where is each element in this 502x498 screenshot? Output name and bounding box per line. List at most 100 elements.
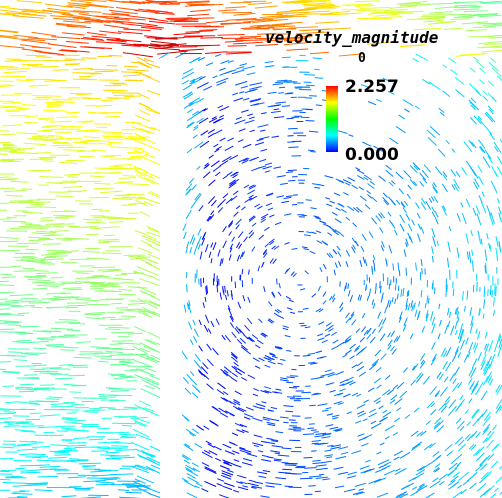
vector-glyph [20, 425, 45, 427]
vector-glyph [439, 386, 448, 397]
vector-glyph [440, 347, 446, 357]
vector-glyph [104, 277, 123, 280]
vector-glyph [198, 319, 202, 326]
vector-glyph [455, 89, 465, 98]
vector-glyph [310, 207, 317, 210]
vector-glyph [310, 151, 316, 153]
vector-glyph [422, 177, 428, 184]
vector-glyph [131, 466, 150, 474]
vector-glyph [382, 389, 391, 396]
vector-glyph [97, 268, 121, 271]
vector-glyph [254, 141, 265, 146]
vector-glyph [468, 139, 475, 147]
vector-glyph [308, 475, 322, 478]
vector-glyph [258, 475, 267, 479]
vector-glyph [110, 331, 134, 334]
vector-glyph [94, 167, 114, 170]
vector-glyph [226, 17, 257, 21]
vector-glyph [396, 491, 408, 498]
vector-glyph [484, 149, 492, 160]
vector-glyph [361, 442, 369, 447]
vector-glyph [13, 359, 28, 361]
vector-glyph [22, 267, 36, 270]
vector-glyph [371, 299, 375, 306]
vector-glyph [189, 234, 195, 244]
vector-glyph [275, 101, 287, 104]
vector-glyph [141, 485, 160, 494]
vector-glyph [368, 288, 372, 297]
vector-glyph [46, 306, 70, 309]
vector-glyph [64, 63, 81, 65]
vector-glyph [0, 6, 15, 10]
vector-glyph [466, 433, 474, 442]
vector-glyph [148, 18, 169, 22]
vector-glyph [192, 467, 200, 473]
vector-glyph [68, 304, 87, 307]
vector-glyph [246, 453, 258, 457]
vector-glyph [228, 254, 232, 261]
vector-glyph [277, 308, 282, 313]
vector-glyph [141, 306, 156, 315]
vector-glyph [396, 199, 401, 206]
vector-glyph [97, 441, 120, 444]
vector-glyph [387, 211, 392, 217]
vector-glyph [376, 451, 382, 455]
vector-glyph [483, 298, 486, 309]
vector-glyph [15, 422, 30, 424]
vector-glyph [485, 431, 495, 443]
vector-glyph [111, 12, 130, 16]
vector-glyph [101, 131, 123, 134]
vector-glyph [359, 465, 370, 470]
vector-glyph [227, 305, 231, 311]
vector-glyph [434, 166, 443, 176]
vector-glyph [68, 322, 86, 325]
vector-glyph [226, 290, 229, 297]
vector-glyph [0, 478, 11, 481]
vector-glyph [495, 476, 502, 484]
vector-glyph [230, 195, 238, 202]
vector-glyph [363, 329, 369, 336]
vector-glyph [434, 287, 436, 295]
vector-glyph [475, 446, 485, 456]
vector-glyph [35, 152, 52, 154]
vector-glyph [25, 206, 42, 208]
vector-glyph [217, 382, 226, 390]
colorbar-min: 0.000 [345, 145, 399, 165]
vector-glyph [113, 17, 146, 21]
vector-glyph [454, 436, 463, 445]
vector-glyph [330, 444, 342, 448]
vector-glyph [28, 301, 51, 304]
vector-glyph [133, 419, 148, 427]
vector-glyph [303, 248, 310, 251]
vector-glyph [183, 304, 187, 313]
vector-glyph [248, 194, 254, 199]
vector-glyph [0, 150, 17, 152]
vector-glyph [380, 245, 384, 252]
vector-glyph [109, 353, 134, 356]
vector-glyph [146, 456, 162, 465]
vector-glyph [44, 139, 60, 141]
vector-glyph [465, 337, 469, 345]
vector-glyph [204, 244, 209, 253]
vector-glyph [95, 70, 114, 73]
vector-glyph [422, 78, 431, 85]
vector-glyph [222, 371, 229, 377]
vector-glyph [212, 347, 219, 356]
vector-glyph [322, 478, 331, 481]
vector-glyph [444, 399, 450, 406]
vector-glyph [470, 104, 476, 111]
vector-glyph [4, 321, 20, 324]
vector-glyph [86, 276, 103, 278]
vector-glyph [345, 250, 351, 257]
vector-glyph [146, 234, 157, 240]
vector-glyph [340, 451, 349, 455]
vector-glyph [440, 405, 447, 413]
vector-glyph [390, 394, 398, 401]
vector-glyph [471, 408, 480, 419]
vector-glyph [192, 335, 198, 343]
vector-glyph [239, 337, 247, 344]
vector-glyph [274, 221, 282, 226]
vector-glyph [278, 92, 284, 94]
vector-glyph [213, 445, 222, 451]
vector-glyph [415, 53, 429, 62]
